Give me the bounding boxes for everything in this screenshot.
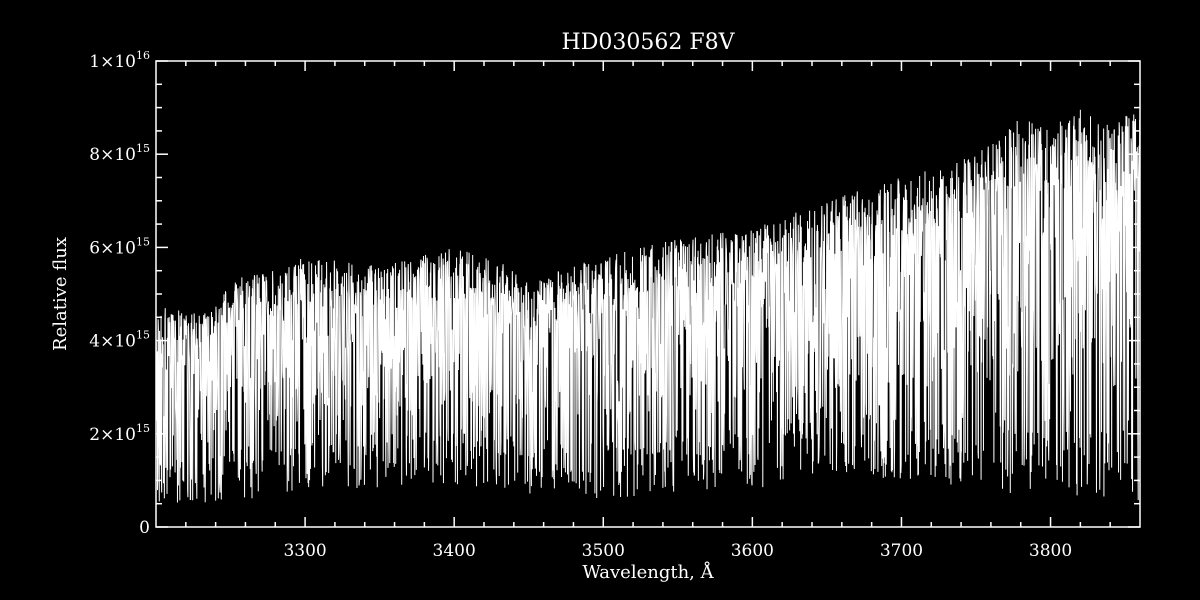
x-tick-label: 3600: [731, 541, 774, 561]
chart-title: HD030562 F8V: [562, 30, 736, 55]
y-axis-ticks: 0 2×1015 4×1015 6×1015 8×1015 1×1016: [89, 49, 1140, 538]
y-tick-label: 6×1015: [89, 235, 150, 258]
x-axis-ticks: 3300 3400 3500 3600 3700 3800: [185, 61, 1111, 561]
spectrum-line: [155, 109, 1141, 503]
x-tick-label: 3400: [433, 541, 476, 561]
y-tick-label: 0: [139, 518, 150, 538]
y-tick-label: 2×1015: [89, 422, 150, 445]
spectrum-series: [155, 109, 1141, 503]
y-tick-label: 8×1015: [89, 142, 150, 165]
y-tick-label: 1×1016: [89, 49, 150, 72]
y-axis-label: Relative flux: [50, 237, 71, 351]
x-tick-label: 3300: [283, 541, 326, 561]
plot-area: [155, 109, 1141, 503]
x-tick-label: 3800: [1029, 541, 1072, 561]
x-tick-label: 3700: [880, 541, 923, 561]
x-tick-label: 3500: [582, 541, 625, 561]
x-axis-label: Wavelength, Å: [582, 561, 714, 583]
y-tick-label: 4×1015: [89, 329, 150, 352]
